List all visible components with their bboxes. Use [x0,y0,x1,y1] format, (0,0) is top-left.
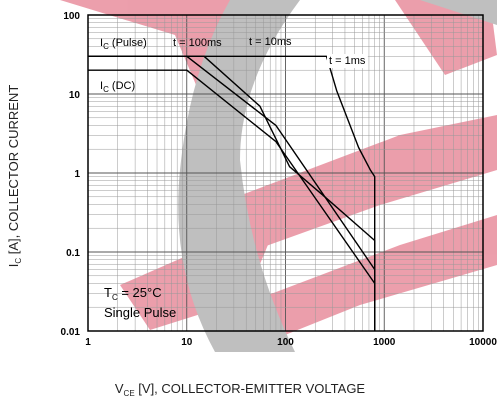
label-ic-pulse: IC (Pulse) [100,37,147,51]
label-t-1ms: t = 1ms [329,55,366,67]
soa-curve-4 [88,55,376,331]
chart-grid [87,15,483,332]
x-tick-label: 10 [181,337,193,348]
x-tick-label: 1000 [373,337,396,348]
label-t-10ms: t = 10ms [249,36,292,48]
plot-frame [87,14,484,332]
y-tick-label: 100 [63,11,80,22]
y-axis-title: IC [A], COLLECTOR CURRENT [6,85,23,268]
x-axis-title: VCE [V], COLLECTOR-EMITTER VOLTAGE [115,381,366,398]
label-t-100ms: t = 100ms [173,37,222,49]
x-tick-label: 100 [277,337,294,348]
watermark-red-band-bottom [255,215,497,345]
y-tick-label: 1 [74,169,80,180]
y-tick-label: 0.1 [66,248,80,259]
x-tick-label: 1 [85,337,91,348]
label-ic-dc: IC (DC) [100,80,135,94]
annotation-single-pulse: Single Pulse [104,305,176,320]
annotation-temperature: TC = 25°C [104,285,162,302]
y-tick-label: 0.01 [61,327,81,338]
label-t-1ms-background [327,54,368,68]
curve-labels: IC (Pulse) IC (DC) t = 100ms t = 10ms t = 1m… [100,36,368,94]
y-tick-label: 10 [69,90,81,101]
chart-curves [88,55,376,331]
axis-tick-labels: 1 10 100 1000 10000 100 10 1 0.1 0.01 [61,11,497,348]
x-tick-label: 10000 [469,337,497,348]
